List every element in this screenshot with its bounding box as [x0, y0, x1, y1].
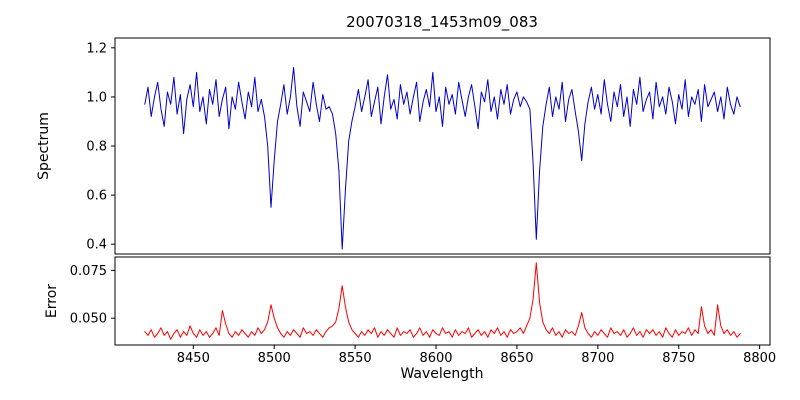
x-tick-label: 8750	[662, 351, 695, 366]
y-tick-label: 0.6	[86, 189, 107, 204]
x-tick-label: 8450	[177, 351, 210, 366]
error-line	[144, 262, 741, 340]
y-tick-label: 0.8	[86, 140, 107, 155]
x-axis-label: Wavelength	[400, 366, 483, 382]
ticks-layer: 0.4 0.6 0.8 1.0 1.2 0.050 0.075 8450 8500 8550 860…	[70, 41, 776, 366]
error-axes-frame	[114, 256, 771, 346]
y-tick-label: 0.075	[70, 264, 107, 279]
spectrum-axes-frame	[114, 37, 771, 255]
x-tick-label: 8600	[419, 351, 452, 366]
x-tick-label: 8500	[258, 351, 291, 366]
y-tick-label: 0.4	[86, 238, 107, 253]
data-lines-layer	[144, 67, 741, 340]
x-tick-label: 8800	[743, 351, 776, 366]
spectrum-line	[144, 67, 741, 250]
y-tick-label: 1.2	[86, 41, 107, 56]
x-tick-label: 8700	[581, 351, 614, 366]
x-tick-label: 8650	[500, 351, 533, 366]
x-tick-label: 8550	[339, 351, 372, 366]
error-y-axis-label: Error	[44, 284, 60, 318]
y-tick-label: 1.0	[86, 90, 107, 105]
y-tick-label: 0.050	[70, 312, 107, 327]
chart-title: 20070318_1453m09_083	[346, 13, 538, 32]
spectrum-y-axis-label: Spectrum	[36, 112, 52, 180]
